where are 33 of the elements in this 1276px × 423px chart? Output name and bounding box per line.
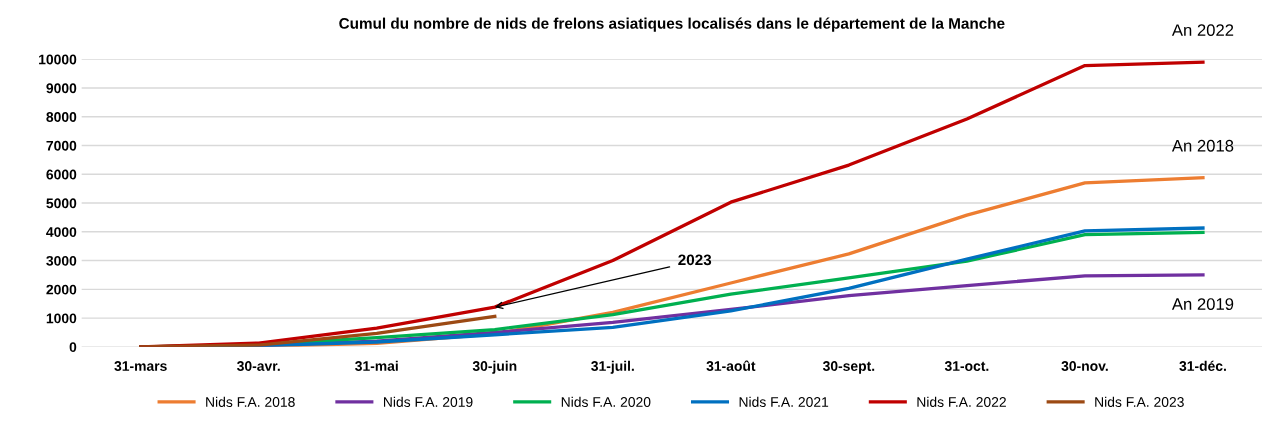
x-tick-label: 31-oct. xyxy=(944,361,989,371)
y-tick-label: 0 xyxy=(69,342,77,353)
legend-label: Nids F.A. 2018 xyxy=(206,396,295,407)
y-tick-label: 4000 xyxy=(46,227,77,237)
legend-label: Nids F.A. 2020 xyxy=(561,396,651,407)
x-tick-label: 30-nov. xyxy=(1061,361,1108,371)
y-tick-label: 9000 xyxy=(46,83,77,94)
legend-label: Nids F.A. 2023 xyxy=(1095,396,1184,407)
y-tick-label: 3000 xyxy=(46,255,77,266)
legend-label: Nids F.A. 2019 xyxy=(383,396,473,407)
x-tick-label: 31-déc. xyxy=(1179,360,1226,371)
y-tick-label: 6000 xyxy=(46,169,77,180)
y-tick-label: 8000 xyxy=(46,112,77,122)
x-tick-label: 31-mai xyxy=(355,360,398,371)
y-tick-label: 2000 xyxy=(46,284,77,295)
y-tick-label: 10000 xyxy=(39,54,77,65)
x-tick-label: 30-sept. xyxy=(822,361,875,374)
x-tick-label: 30-juin xyxy=(472,360,517,374)
annotation: An 2019 xyxy=(1171,298,1234,310)
x-tick-label: 31-août xyxy=(706,360,756,371)
chart-title: Cumul du nombre de nids de frelons asiatiques localisés dans le département de la Manche xyxy=(339,17,1005,32)
y-tick-label: 1000 xyxy=(46,313,77,324)
x-tick-label: 30-avr. xyxy=(237,361,280,371)
annotation: An 2018 xyxy=(1171,139,1234,152)
legend-label: Nids F.A. 2022 xyxy=(917,396,1006,407)
y-tick-label: 5000 xyxy=(46,198,77,209)
annotation: 2023 xyxy=(678,254,712,266)
annotation: An 2022 xyxy=(1171,24,1234,37)
line-series xyxy=(139,314,497,347)
legend-label: Nids F.A. 2021 xyxy=(739,396,829,407)
x-tick-label: 31-mars xyxy=(114,361,167,371)
x-tick-label: 31-juil. xyxy=(591,360,634,374)
y-tick-label: 7000 xyxy=(46,140,77,151)
